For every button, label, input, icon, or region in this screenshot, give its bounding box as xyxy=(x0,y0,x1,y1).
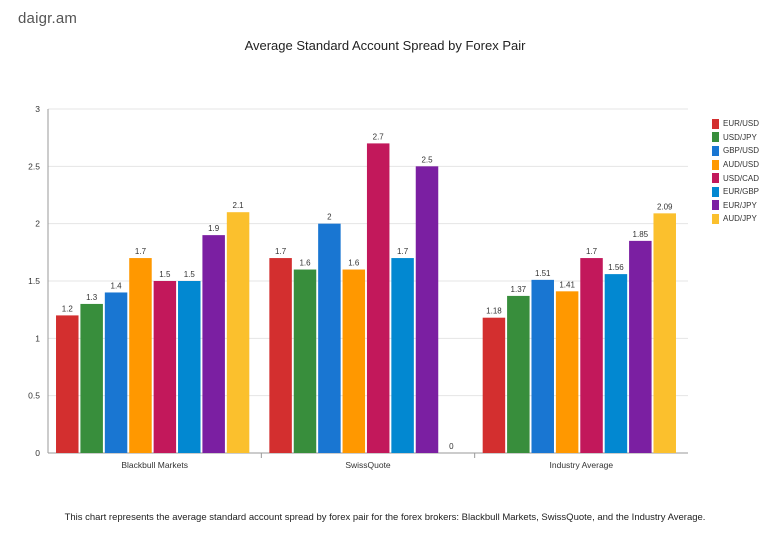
bar xyxy=(293,269,317,453)
legend-item: USD/CAD xyxy=(712,171,759,185)
data-label: 1.7 xyxy=(135,247,147,256)
data-label: 1.41 xyxy=(559,280,575,289)
legend-label: AUD/JPY xyxy=(723,214,757,224)
legend-label: EUR/USD xyxy=(723,119,760,129)
legend-swatch xyxy=(712,186,719,197)
chart-caption: This chart represents the average standa… xyxy=(64,512,706,523)
legend-swatch xyxy=(712,145,719,156)
legend-swatch xyxy=(712,213,719,224)
y-tick-label: 2 xyxy=(35,219,40,229)
data-label: 1.56 xyxy=(608,263,624,272)
data-label: 1.51 xyxy=(535,269,551,278)
legend-item: EUR/JPY xyxy=(712,199,759,213)
data-label: 1.9 xyxy=(208,224,220,233)
bar xyxy=(178,281,201,453)
legend-label: EUR/GBP xyxy=(723,187,760,197)
brand-logo: daigr.am xyxy=(18,10,78,27)
x-tick-label: Blackbull Markets xyxy=(121,460,188,470)
legend-label: EUR/JPY xyxy=(723,200,757,210)
bar xyxy=(555,291,579,453)
data-label: 1.2 xyxy=(62,304,74,313)
y-tick-label: 0 xyxy=(35,448,40,458)
bar xyxy=(56,315,79,453)
bar xyxy=(604,274,628,453)
bar xyxy=(129,258,152,453)
data-label: 1.4 xyxy=(111,281,123,290)
bar xyxy=(482,317,506,453)
bar xyxy=(226,212,250,453)
data-label: 2 xyxy=(327,213,332,222)
legend-swatch xyxy=(712,200,719,211)
bar xyxy=(269,258,292,453)
data-label: 2.09 xyxy=(657,202,673,211)
legend-item: AUD/USD xyxy=(712,158,759,172)
x-tick-label: SwissQuote xyxy=(345,460,391,470)
legend-swatch xyxy=(712,159,719,170)
data-label: 0 xyxy=(449,442,454,451)
legend-label: USD/CAD xyxy=(723,173,760,183)
y-tick-label: 2.5 xyxy=(28,161,40,171)
data-label: 1.37 xyxy=(511,285,527,294)
y-tick-label: 1 xyxy=(35,333,40,343)
data-label: 1.3 xyxy=(86,293,98,302)
data-label: 1.6 xyxy=(348,259,360,268)
legend: EUR/USD USD/JPY GBP/USD AUD/USD USD/CAD EUR/G… xyxy=(712,117,759,226)
bar xyxy=(80,303,103,453)
legend-item: EUR/GBP xyxy=(712,185,759,199)
bar xyxy=(342,269,366,453)
legend-label: USD/JPY xyxy=(723,132,757,142)
bar xyxy=(580,258,603,453)
bar xyxy=(629,240,652,453)
bar xyxy=(507,295,530,453)
legend-swatch xyxy=(712,173,719,184)
data-label: 2.5 xyxy=(421,155,433,164)
bar xyxy=(202,235,225,453)
data-label: 1.5 xyxy=(184,270,196,279)
data-label: 1.7 xyxy=(397,247,409,256)
data-label: 2.1 xyxy=(233,201,245,210)
bar xyxy=(531,279,554,453)
legend-label: AUD/USD xyxy=(723,160,760,170)
bar xyxy=(104,292,128,453)
legend-item: USD/JPY xyxy=(712,131,759,145)
legend-swatch xyxy=(712,132,719,143)
data-label: 1.5 xyxy=(159,270,171,279)
y-tick-label: 1.5 xyxy=(28,276,40,286)
bar xyxy=(366,143,390,453)
bar xyxy=(653,213,676,453)
bar xyxy=(391,258,414,453)
bar xyxy=(153,281,177,453)
legend-item: AUD/JPY xyxy=(712,212,759,226)
legend-item: EUR/USD xyxy=(712,117,759,131)
data-label: 1.18 xyxy=(486,307,502,316)
legend-label: GBP/USD xyxy=(723,146,760,156)
legend-swatch xyxy=(712,118,719,129)
y-tick-label: 3 xyxy=(35,104,40,114)
chart-title: Average Standard Account Spread by Forex… xyxy=(244,38,526,53)
bars xyxy=(56,143,676,454)
data-label: 1.7 xyxy=(275,247,287,256)
bar xyxy=(318,223,341,453)
data-label: 1.7 xyxy=(586,247,598,256)
data-label: 2.7 xyxy=(373,132,385,141)
y-tick-label: 0.5 xyxy=(28,391,40,401)
legend-item: GBP/USD xyxy=(712,144,759,158)
data-labels: 1.2 1.3 1.4 1.7 1.5 1.5 1.9 2.1 1.7 1.6 2 1.6 2.7 1.7… xyxy=(62,132,673,451)
x-tick-label: Industry Average xyxy=(550,460,614,470)
data-label: 1.6 xyxy=(299,259,311,268)
data-label: 1.85 xyxy=(633,230,649,239)
bar xyxy=(415,166,439,454)
